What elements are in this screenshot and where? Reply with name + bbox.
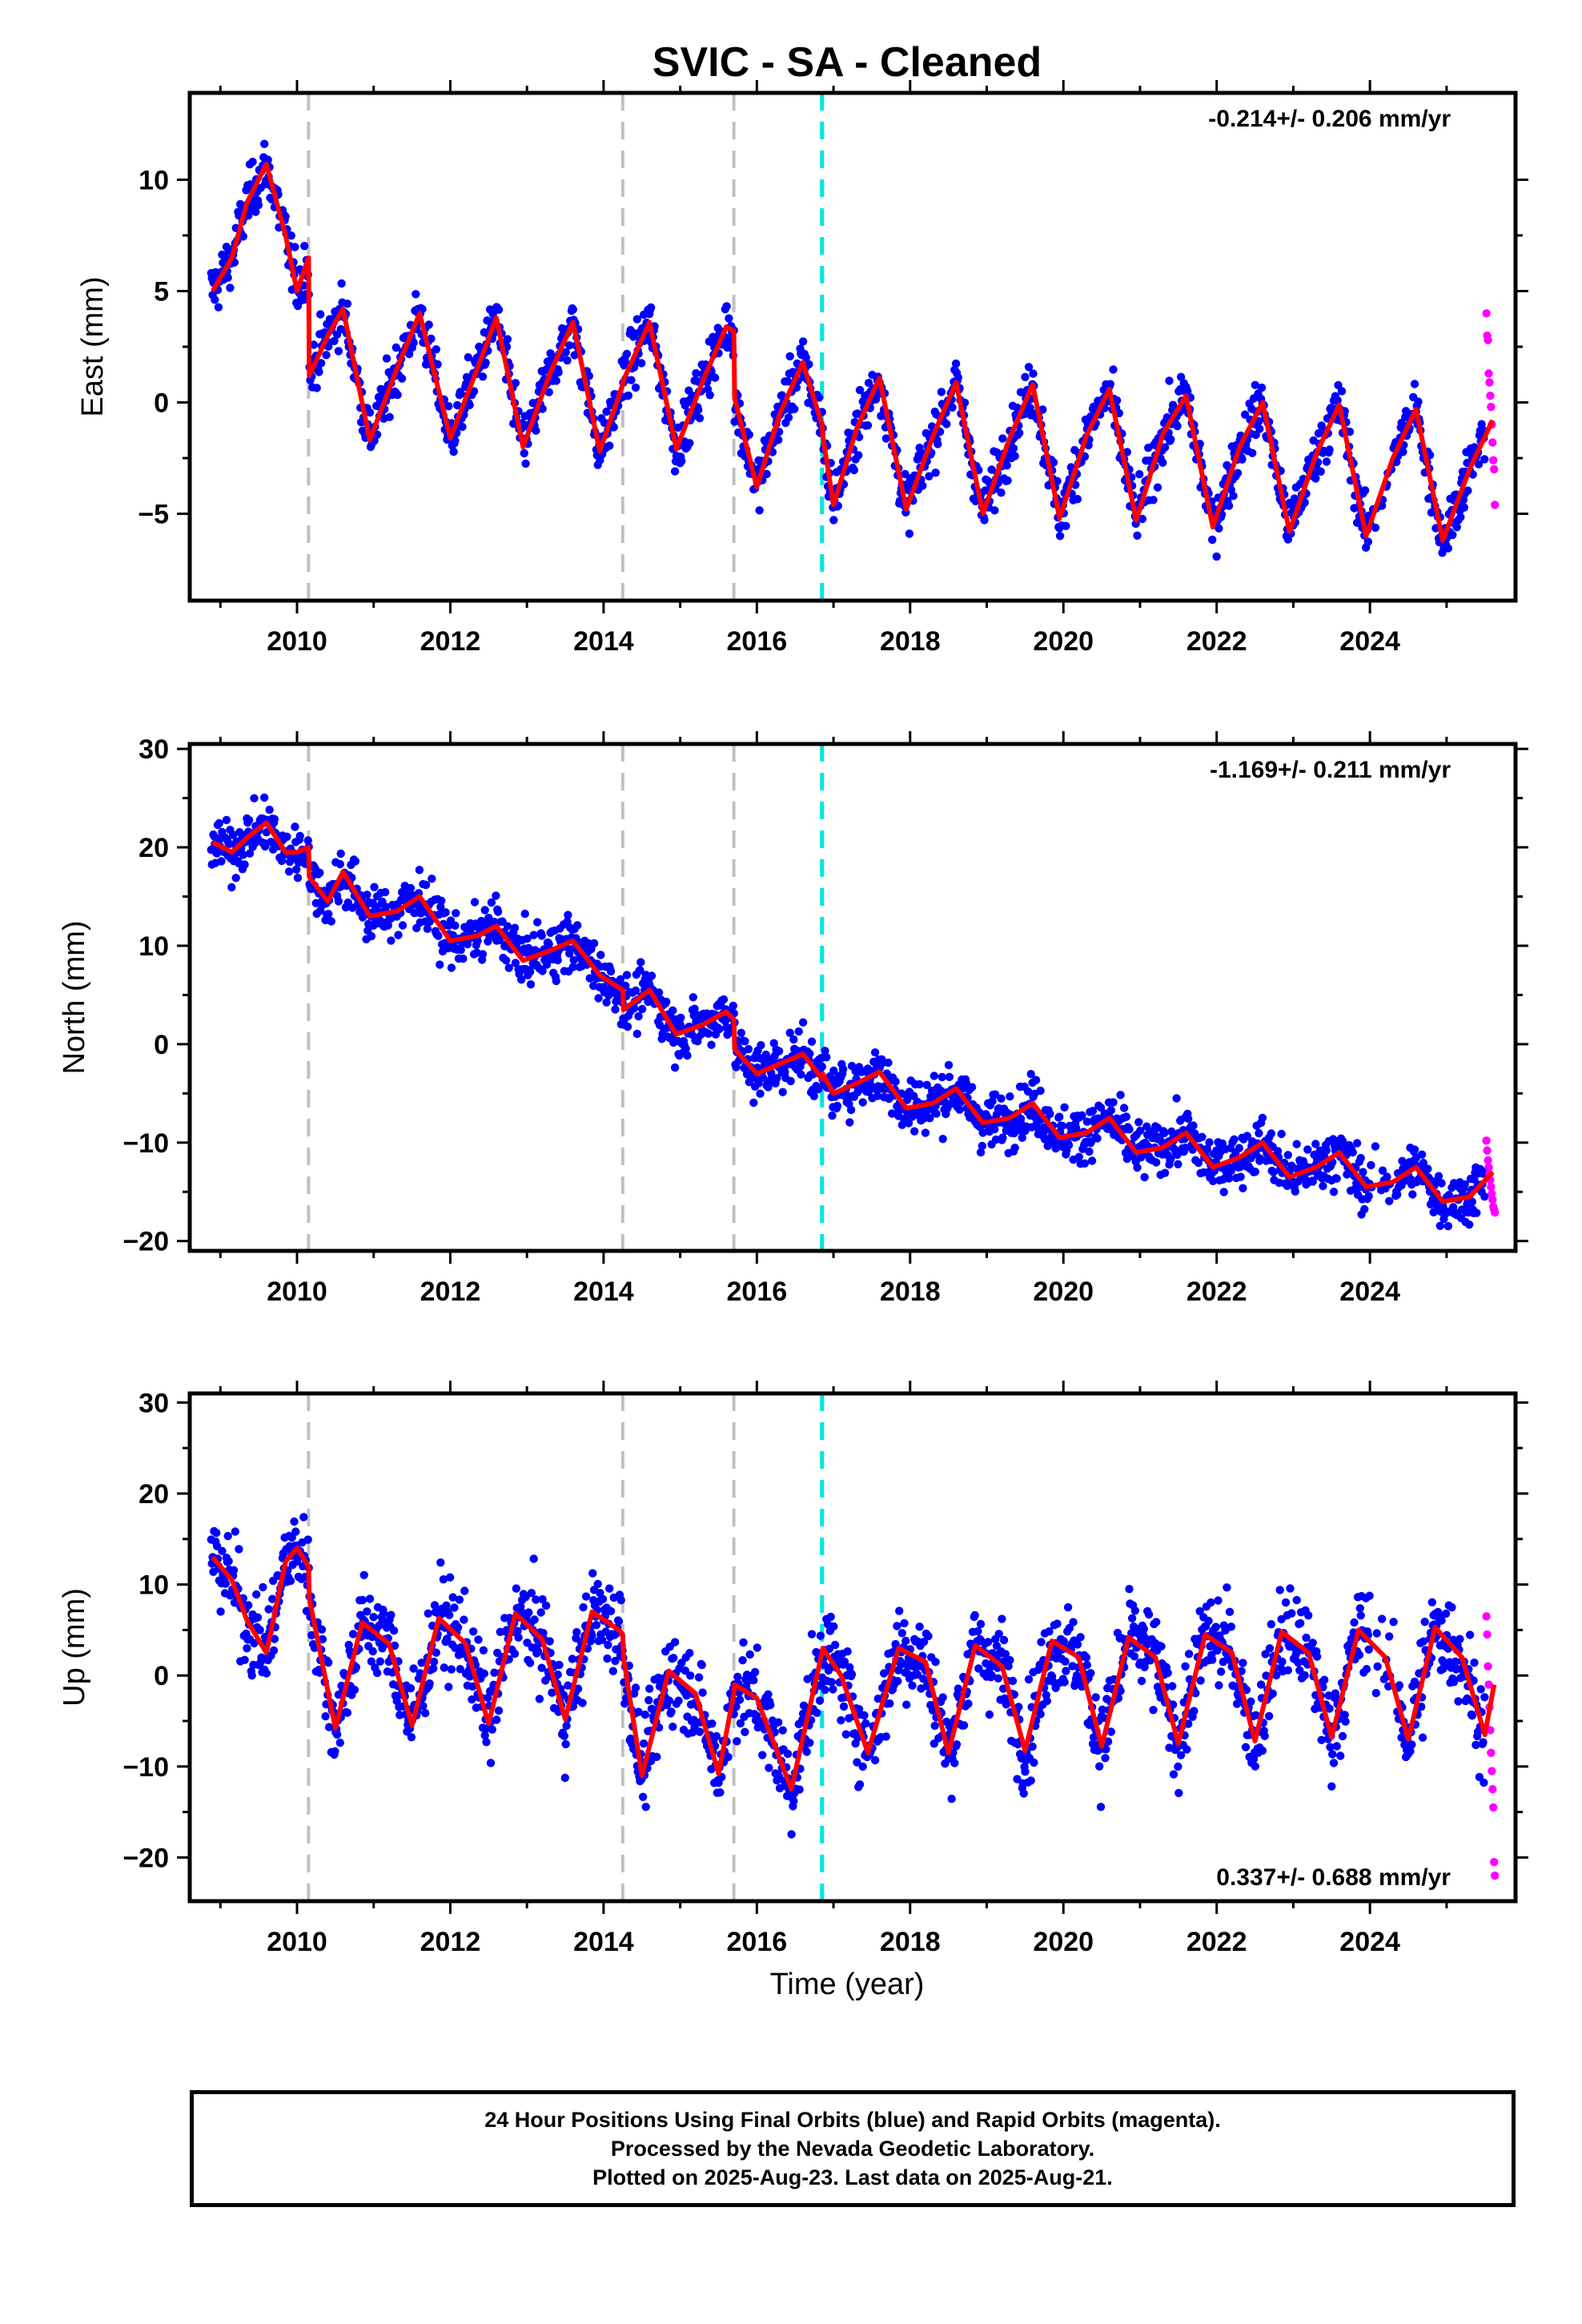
y-tick-label: 20 xyxy=(139,1479,169,1510)
plot-area xyxy=(207,93,1500,601)
final-orbit-points xyxy=(207,1513,1489,1839)
x-tick-label: 2024 xyxy=(1339,1277,1400,1307)
final-orbit-points xyxy=(207,793,1489,1231)
footer-box: 24 Hour Positions Using Final Orbits (bl… xyxy=(190,2090,1516,2207)
rapid-orbit-point xyxy=(1489,456,1498,465)
x-tick-label: 2020 xyxy=(1033,626,1094,657)
rapid-orbit-point xyxy=(1490,1871,1500,1880)
y-axis-label: East (mm) xyxy=(76,276,110,416)
rapid-orbit-point xyxy=(1489,464,1499,474)
y-tick-label: 0 xyxy=(154,1030,169,1060)
rate-label: -1.169+/- 0.211 mm/yr xyxy=(1210,757,1451,783)
rapid-orbit-point xyxy=(1484,336,1492,344)
x-tick-label: 2014 xyxy=(573,1927,634,1957)
model-fit-line xyxy=(211,1546,1497,1792)
x-tick-label: 2024 xyxy=(1339,626,1400,657)
x-tick-label: 2012 xyxy=(420,1277,481,1307)
x-tick-label: 2018 xyxy=(880,626,941,657)
rapid-orbit-point xyxy=(1482,1612,1491,1621)
y-tick-label: −20 xyxy=(122,1843,169,1873)
rapid-orbit-point xyxy=(1489,1803,1498,1812)
rapid-orbit-point xyxy=(1484,1156,1492,1165)
rapid-orbit-point xyxy=(1482,1136,1491,1145)
rapid-orbit-point xyxy=(1484,1163,1493,1172)
y-axis-label: Up (mm) xyxy=(58,1588,91,1707)
y-tick-label: 10 xyxy=(139,165,169,195)
x-tick-label: 2022 xyxy=(1186,1927,1247,1957)
x-tick-label: 2012 xyxy=(420,626,481,657)
y-tick-label: 0 xyxy=(154,388,169,419)
rapid-orbit-point xyxy=(1490,501,1500,509)
panel-frame xyxy=(187,90,1518,603)
panel-frame xyxy=(187,742,1518,1253)
x-tick-label: 2018 xyxy=(880,1927,941,1957)
rate-label: 0.337+/- 0.688 mm/yr xyxy=(1216,1864,1451,1891)
x-tick-label: 2014 xyxy=(573,626,634,657)
rapid-orbit-point xyxy=(1483,1630,1492,1639)
x-tick-label: 2016 xyxy=(727,1927,788,1957)
panels: 2010 2012 2014 2016 2018 2020 2022 2024−50510Ea… xyxy=(58,80,1528,1957)
y-tick-label: 10 xyxy=(139,1570,169,1601)
x-tick-label: 2016 xyxy=(727,1277,788,1307)
plot-area xyxy=(207,1393,1500,1901)
footer-line-1: 24 Hour Positions Using Final Orbits (bl… xyxy=(484,2108,1221,2132)
rapid-orbit-point xyxy=(1490,1208,1500,1217)
x-tick-label: 2010 xyxy=(267,1277,327,1307)
rapid-orbit-point xyxy=(1487,1182,1496,1192)
x-tick-label: 2016 xyxy=(727,626,788,657)
final-orbit-points xyxy=(207,139,1489,561)
x-tick-label: 2024 xyxy=(1339,1927,1400,1957)
panel-frame xyxy=(187,1391,1518,1904)
rapid-orbit-point xyxy=(1483,1146,1492,1155)
footer-line-3: Plotted on 2025-Aug-23. Last data on 202… xyxy=(592,2165,1113,2189)
rapid-orbit-point xyxy=(1487,1748,1496,1757)
x-tick-label: 2022 xyxy=(1186,1277,1247,1307)
panel-2: 2010 2012 2014 2016 2018 2020 2022 2024 −20 −10 0 1… xyxy=(58,1381,1528,1957)
y-tick-label: 10 xyxy=(139,931,169,962)
x-axis-label: Time (year) xyxy=(770,1968,925,2001)
rapid-orbit-point xyxy=(1484,1680,1493,1689)
y-tick-label: 0 xyxy=(154,1661,169,1691)
y-axis-label: North (mm) xyxy=(58,920,91,1074)
rapid-orbit-point xyxy=(1488,1195,1497,1204)
x-tick-label: 2020 xyxy=(1033,1927,1094,1957)
rapid-orbit-point xyxy=(1488,438,1497,447)
x-tick-label: 2018 xyxy=(880,1277,941,1307)
rapid-orbit-point xyxy=(1489,1857,1499,1867)
rapid-orbit-point xyxy=(1487,402,1496,412)
y-tick-label: 30 xyxy=(139,1388,169,1418)
y-tick-label: −10 xyxy=(122,1128,169,1159)
rapid-orbit-point xyxy=(1484,1662,1492,1671)
rapid-orbit-point xyxy=(1486,391,1495,400)
model-fit-line xyxy=(211,162,1496,543)
footer-line-2: Processed by the Nevada Geodetic Laborat… xyxy=(610,2137,1095,2161)
rapid-orbit-point xyxy=(1482,309,1491,318)
rapid-orbit-point xyxy=(1484,369,1493,378)
y-tick-label: 20 xyxy=(139,833,169,863)
model-fit-line xyxy=(211,820,1495,1204)
y-tick-label: −5 xyxy=(138,500,169,530)
rapid-orbit-point xyxy=(1488,1785,1497,1794)
y-tick-label: −10 xyxy=(122,1752,169,1783)
x-tick-label: 2020 xyxy=(1033,1277,1094,1307)
plot-area xyxy=(207,744,1500,1251)
x-tick-label: 2010 xyxy=(267,1927,327,1957)
x-tick-label: 2014 xyxy=(573,1277,634,1307)
chart-title: SVIC - SA - Cleaned xyxy=(652,39,1042,86)
panel-0: 2010 2012 2014 2016 2018 2020 2022 2024 −5 0 5 10 Ea… xyxy=(76,80,1528,657)
x-tick-label: 2010 xyxy=(267,626,327,657)
panel-1: 2010 2012 2014 2016 2018 2020 2022 2024 −20 −10 0 1… xyxy=(58,731,1528,1307)
y-tick-label: 5 xyxy=(154,276,169,307)
rapid-orbit-point xyxy=(1485,378,1494,387)
rate-label: -0.214+/- 0.206 mm/yr xyxy=(1208,106,1451,132)
x-tick-label: 2022 xyxy=(1186,626,1247,657)
y-tick-label: 30 xyxy=(139,734,169,765)
rapid-orbit-point xyxy=(1488,1767,1496,1775)
y-tick-label: −20 xyxy=(122,1227,169,1257)
x-tick-label: 2012 xyxy=(420,1927,481,1957)
